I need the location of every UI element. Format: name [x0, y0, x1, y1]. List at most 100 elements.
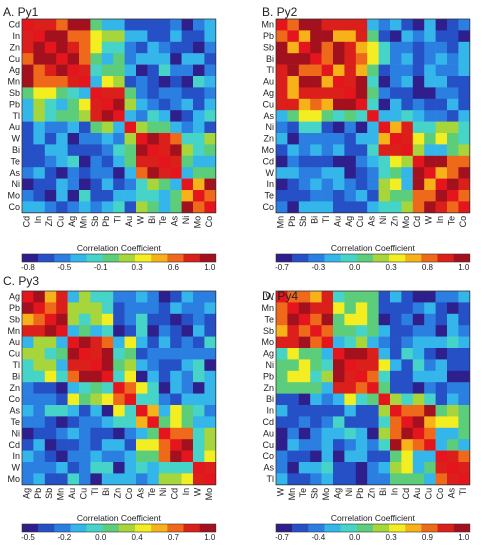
col-label: Ag: [21, 488, 31, 499]
heatmap-cell: [424, 133, 436, 145]
col-label: Cu: [355, 216, 365, 228]
heatmap-cell: [458, 416, 471, 429]
heatmap-cell: [412, 382, 425, 394]
heatmap-cell: [447, 76, 459, 88]
heatmap-cell: [435, 473, 448, 486]
heatmap-cell: [147, 348, 160, 360]
heatmap-cell: [355, 53, 368, 65]
heatmap-cell: [447, 302, 459, 315]
heatmap-cell: [147, 405, 160, 417]
colorbar-segment: [437, 524, 454, 532]
colorbar-segment: [453, 524, 471, 532]
heatmap-cell: [447, 133, 459, 145]
heatmap-cell: [401, 291, 414, 303]
heatmap-cell: [44, 87, 57, 100]
heatmap-cell: [412, 393, 425, 406]
col-label: Ni: [344, 488, 354, 497]
heatmap-cell: [276, 473, 288, 486]
heatmap-cell: [287, 121, 300, 134]
colorbar-segment: [38, 254, 55, 262]
heatmap-frame: [275, 18, 471, 214]
heatmap-cell: [276, 133, 288, 145]
heatmap-cell: [67, 121, 80, 134]
heatmap-cell: [435, 110, 448, 122]
heatmap-cell: [412, 336, 425, 349]
heatmap-cell: [204, 427, 217, 440]
heatmap-cell: [435, 416, 448, 429]
col-label: Te: [298, 488, 308, 498]
heatmap-cell: [321, 190, 334, 202]
col-label: Pb: [101, 216, 111, 227]
col-label: Tl: [321, 216, 331, 224]
heatmap-cell: [147, 201, 160, 214]
heatmap-cell: [147, 462, 160, 474]
heatmap-cell: [390, 133, 402, 145]
heatmap-cell: [113, 30, 125, 43]
heatmap-cell: [204, 325, 217, 337]
heatmap-cell: [170, 41, 182, 54]
heatmap-cell: [344, 439, 357, 451]
colorbar-tick-label: -0.1: [94, 263, 108, 272]
heatmap-cell: [124, 439, 137, 451]
heatmap-cell: [390, 336, 402, 349]
heatmap-cell: [367, 427, 379, 440]
heatmap-cell: [204, 76, 217, 88]
heatmap-cell: [390, 416, 402, 429]
heatmap-cell: [310, 336, 322, 349]
heatmap-cell: [310, 405, 322, 417]
heatmap-cell: [147, 370, 160, 383]
heatmap-cell: [355, 178, 368, 191]
heatmap-cell: [310, 359, 322, 372]
heatmap-cell: [412, 110, 425, 122]
heatmap-cell: [170, 155, 182, 168]
heatmap-cell: [378, 167, 391, 179]
panel-title: D. Py4: [262, 289, 298, 303]
heatmap-cell: [310, 144, 322, 157]
heatmap-cell: [170, 405, 182, 417]
panel-1: A. Py1CdInZnCuAgMnSbPbTlAuWBiTeAsNiMoCoC…: [3, 5, 217, 272]
heatmap-cell: [321, 64, 334, 77]
heatmap-cell: [204, 382, 217, 394]
heatmap-cell: [124, 450, 137, 463]
col-label: Zn: [389, 216, 399, 227]
heatmap-cell: [424, 393, 436, 406]
heatmap-cell: [67, 359, 80, 372]
heatmap-cell: [90, 382, 103, 394]
heatmap-cell: [101, 405, 114, 417]
heatmap-cell: [344, 121, 357, 134]
heatmap-cell: [310, 167, 322, 179]
heatmap-cell: [181, 348, 194, 360]
colorbar-tick-label: 0.0: [349, 263, 361, 272]
heatmap-cell: [412, 30, 425, 43]
heatmap-cell: [193, 359, 205, 372]
heatmap-cell: [170, 416, 182, 429]
colorbar-frame: [21, 253, 217, 263]
heatmap-cell: [193, 450, 205, 463]
heatmap-cell: [435, 450, 448, 463]
heatmap-cell: [44, 64, 57, 77]
row-label: Au: [263, 428, 274, 438]
heatmap-cell: [101, 110, 114, 122]
heatmap-cell: [321, 291, 334, 303]
heatmap-cell: [44, 382, 57, 394]
heatmap-cell: [321, 98, 334, 111]
heatmap-cell: [321, 370, 334, 383]
heatmap-cell: [193, 41, 205, 54]
heatmap-cell: [101, 98, 114, 111]
heatmap-cell: [170, 348, 182, 360]
heatmap-cell: [435, 370, 448, 383]
heatmap-cell: [287, 178, 300, 191]
heatmap-cell: [390, 76, 402, 88]
heatmap-cell: [136, 53, 148, 65]
heatmap-cell: [158, 462, 171, 474]
heatmap-cell: [90, 370, 103, 383]
heatmap-cell: [424, 30, 436, 43]
heatmap-cell: [447, 190, 459, 202]
heatmap-cell: [181, 462, 194, 474]
heatmap-cell: [147, 144, 160, 157]
heatmap-cell: [458, 133, 471, 145]
col-label: Ag: [67, 216, 77, 227]
heatmap-cell: [412, 41, 425, 54]
heatmap-cell: [355, 64, 368, 77]
